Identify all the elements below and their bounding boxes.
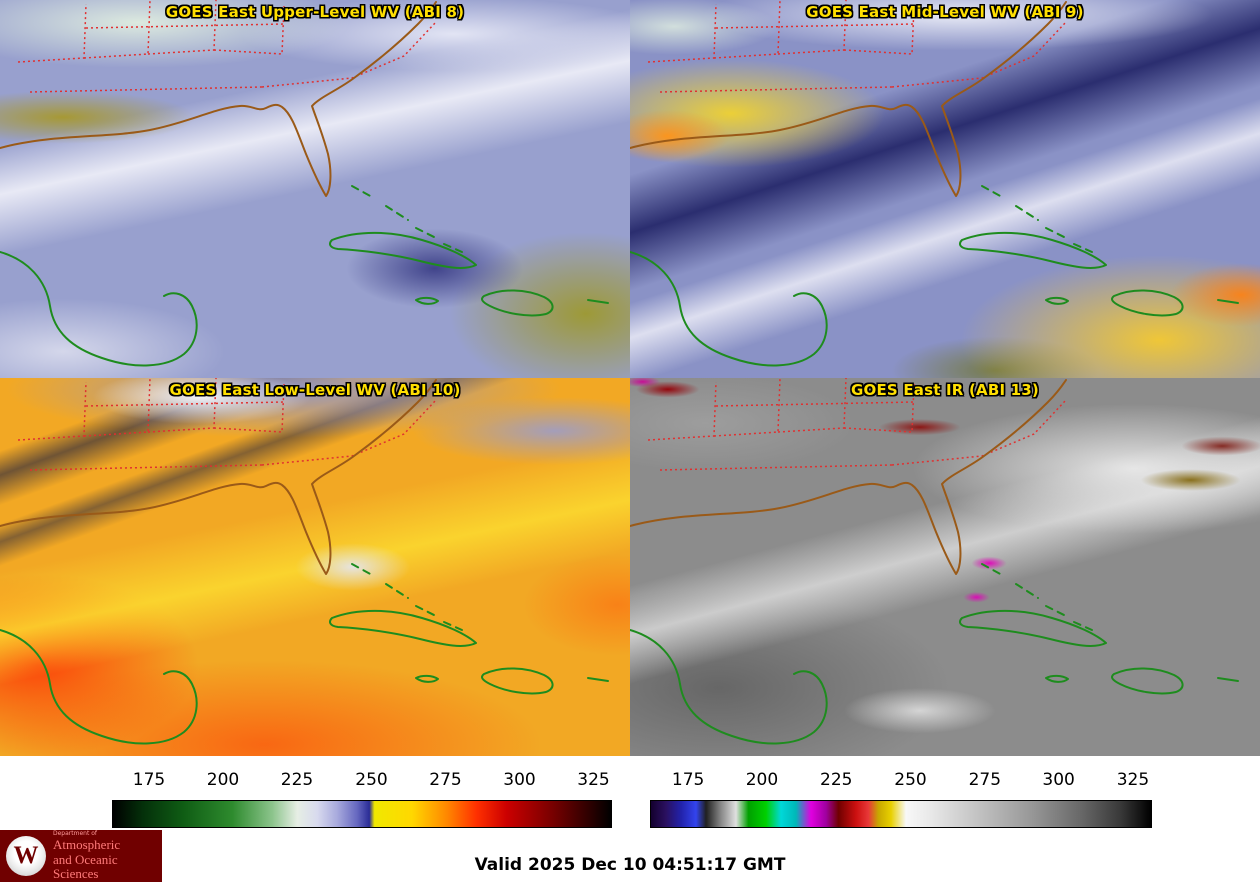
- ir-colorbar-ticks: 175 200 225 250 275 300 325: [650, 770, 1152, 796]
- tick-label: 250: [894, 770, 927, 790]
- panel-title-ir: GOES East IR (ABI 13): [850, 381, 1039, 399]
- tick-label: 200: [206, 770, 240, 790]
- logo-name-line2: and Oceanic Sciences: [53, 851, 118, 881]
- panel-grid: GOES East Upper-Level WV (ABI 8) GOES Ea…: [0, 0, 1260, 756]
- map-overlay: [0, 378, 609, 745]
- map-overlay: [630, 378, 1239, 745]
- panel-title-upper-wv: GOES East Upper-Level WV (ABI 8): [165, 3, 465, 21]
- uw-crest-icon: W: [6, 836, 46, 876]
- wv-colorbar: 175 200 225 250 275 300 325: [112, 770, 612, 830]
- map-overlay: [0, 0, 609, 367]
- tick-label: 325: [1116, 770, 1150, 790]
- tick-label: 325: [577, 770, 610, 790]
- tick-label: 225: [280, 770, 314, 790]
- wv-colorbar-gradient: [112, 800, 612, 828]
- valid-time: Valid 2025 Dec 10 04:51:17 GMT: [474, 855, 786, 875]
- panel-low-level-wv: GOES East Low-Level WV (ABI 10): [0, 378, 630, 756]
- panel-ir: GOES East IR (ABI 13): [630, 378, 1260, 756]
- tick-label: 275: [429, 770, 462, 790]
- panel-mid-level-wv: GOES East Mid-Level WV (ABI 9): [630, 0, 1260, 378]
- ir-colorbar-gradient: [650, 800, 1152, 828]
- tick-label: 200: [745, 770, 779, 790]
- ir-colorbar: 175 200 225 250 275 300 325: [650, 770, 1152, 830]
- tick-label: 250: [355, 770, 388, 790]
- logo-name-line1: Atmospheric: [53, 837, 121, 853]
- tick-label: 300: [1042, 770, 1075, 790]
- panel-title-mid-wv: GOES East Mid-Level WV (ABI 9): [806, 3, 1084, 21]
- logo-dept-line: Department of: [53, 829, 97, 837]
- tick-label: 300: [503, 770, 536, 790]
- crest-monogram: W: [13, 842, 39, 869]
- tick-label: 225: [820, 770, 853, 790]
- tick-label: 175: [132, 770, 166, 790]
- tick-label: 275: [968, 770, 1002, 790]
- legend-row: 175 200 225 250 275 300 325 175 200 225 …: [0, 756, 1260, 882]
- panel-upper-level-wv: GOES East Upper-Level WV (ABI 8): [0, 0, 630, 378]
- logo-text: Department of Atmospheric and Oceanic Sc…: [53, 829, 156, 881]
- tick-label: 175: [671, 770, 705, 790]
- uw-aos-logo: W Department of Atmospheric and Oceanic …: [0, 830, 162, 882]
- panel-title-low-wv: GOES East Low-Level WV (ABI 10): [169, 381, 461, 399]
- map-overlay: [630, 0, 1239, 367]
- wv-colorbar-ticks: 175 200 225 250 275 300 325: [112, 770, 612, 796]
